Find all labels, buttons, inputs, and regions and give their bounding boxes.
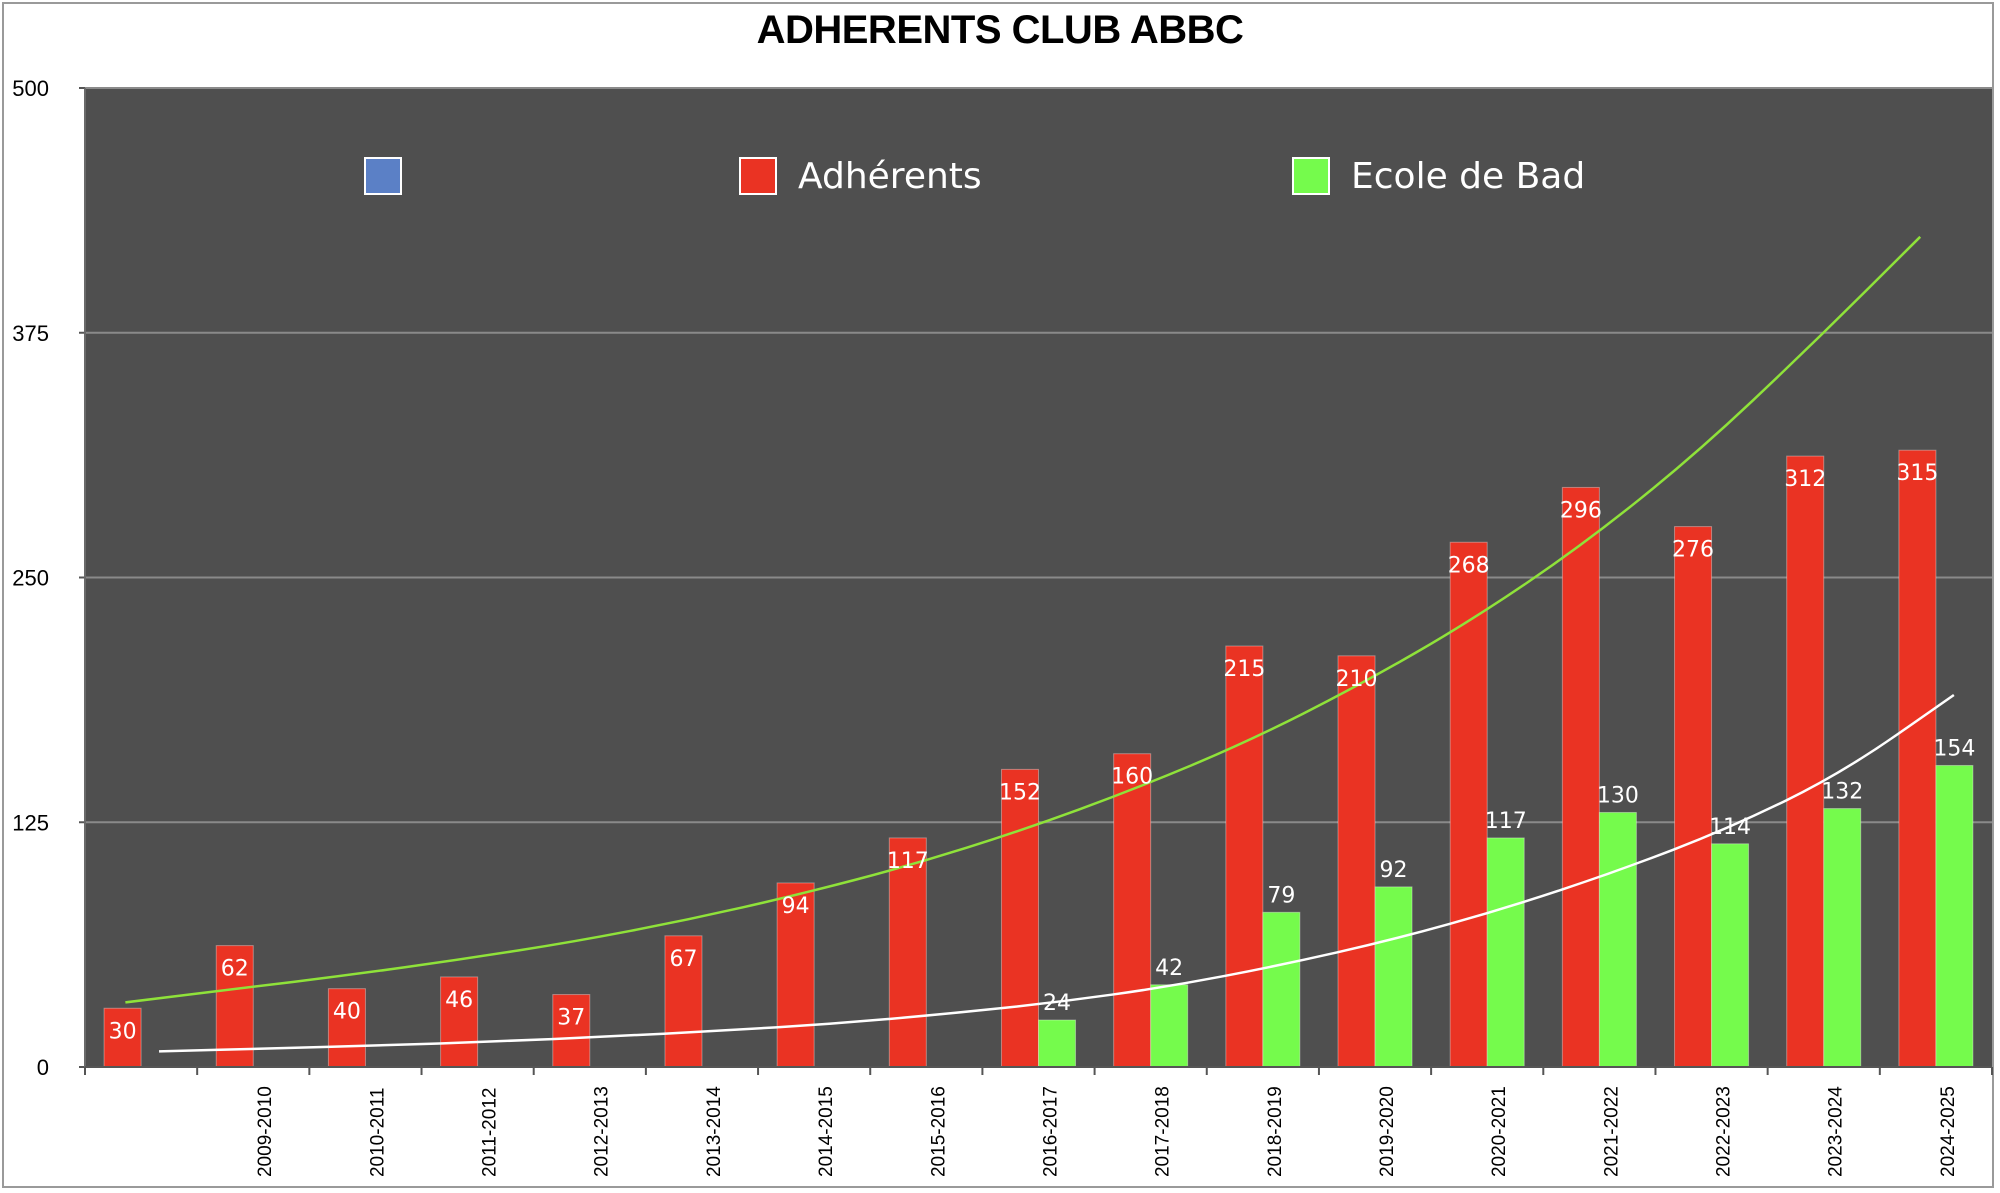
bar-adherents xyxy=(440,976,479,1068)
legend-swatch xyxy=(739,157,777,195)
bar-ecole-de-bad xyxy=(1262,911,1301,1068)
x-tick-label: 2016-2017 xyxy=(1040,1086,1061,1177)
y-tick-label: 250 xyxy=(12,566,49,591)
data-label-adherents: 312 xyxy=(1784,467,1826,492)
bar-adherents xyxy=(1337,655,1376,1068)
bar-ecole-de-bad xyxy=(1486,837,1525,1068)
x-tick-label: 2011-2012 xyxy=(480,1088,501,1177)
bar-adherents xyxy=(552,994,591,1068)
data-label-adherents: 37 xyxy=(557,1006,585,1031)
data-label-ecole-de-bad: 24 xyxy=(1043,991,1071,1016)
x-tick-label: 2024-2025 xyxy=(1938,1086,1959,1177)
x-tick-label: 2013-2014 xyxy=(704,1086,725,1177)
data-label-ecole-de-bad: 130 xyxy=(1597,783,1639,808)
y-tick-label: 500 xyxy=(12,76,49,101)
y-tick-label: 125 xyxy=(12,810,49,835)
data-label-adherents: 160 xyxy=(1111,765,1153,790)
bar-ecole-de-bad xyxy=(1038,1019,1077,1068)
data-label-adherents: 117 xyxy=(887,849,929,874)
bar-adherents xyxy=(1898,449,1937,1068)
data-label-adherents: 30 xyxy=(109,1019,137,1044)
data-label-ecole-de-bad: 154 xyxy=(1933,736,1975,761)
data-label-adherents: 210 xyxy=(1336,667,1378,692)
data-label-adherents: 94 xyxy=(782,894,810,919)
data-label-adherents: 276 xyxy=(1672,538,1714,563)
bar-adherents xyxy=(776,882,815,1068)
bar-adherents xyxy=(327,988,366,1068)
data-label-adherents: 40 xyxy=(333,1000,361,1025)
data-label-adherents: 62 xyxy=(221,957,249,982)
legend-swatch xyxy=(1292,157,1330,195)
bar-adherents xyxy=(1000,768,1039,1068)
bar-adherents xyxy=(1786,455,1825,1068)
x-tick-label: 2010-2011 xyxy=(367,1088,388,1177)
x-tick-label: 2014-2015 xyxy=(816,1086,837,1177)
data-label-ecole-de-bad: 92 xyxy=(1380,858,1408,883)
legend-label: Ecole de Bad xyxy=(1351,156,1585,197)
data-label-adherents: 46 xyxy=(445,988,473,1013)
data-label-ecole-de-bad: 132 xyxy=(1821,780,1863,805)
bar-adherents xyxy=(664,935,703,1068)
data-label-adherents: 268 xyxy=(1448,553,1490,578)
chart-title: ADHERENTS CLUB ABBC xyxy=(756,8,1244,52)
x-tick-label: 2018-2019 xyxy=(1265,1086,1286,1177)
data-label-ecole-de-bad: 79 xyxy=(1267,883,1295,908)
bar-adherents xyxy=(1674,526,1713,1068)
trendline-ecole-de-bad xyxy=(159,693,1955,1053)
bar-adherents xyxy=(1225,645,1264,1068)
data-label-adherents: 296 xyxy=(1560,498,1602,523)
bar-adherents xyxy=(1113,753,1152,1068)
x-tick-label: 2023-2024 xyxy=(1826,1086,1847,1177)
bar-ecole-de-bad xyxy=(1374,886,1413,1068)
data-label-adherents: 67 xyxy=(669,947,697,972)
x-tick-label: 2017-2018 xyxy=(1153,1086,1174,1177)
bar-adherents xyxy=(888,837,927,1068)
bar-ecole-de-bad xyxy=(1150,984,1189,1068)
x-tick-label: 2012-2013 xyxy=(592,1086,613,1177)
bar-adherents xyxy=(1561,486,1600,1068)
bar-adherents xyxy=(103,1007,142,1068)
data-label-adherents: 215 xyxy=(1223,657,1265,682)
bar-ecole-de-bad xyxy=(1711,843,1750,1068)
y-tick-label: 375 xyxy=(12,321,49,346)
bar-ecole-de-bad xyxy=(1935,764,1974,1068)
data-label-adherents: 315 xyxy=(1896,461,1938,486)
legend-label: Adhérents xyxy=(798,156,982,197)
bar-ecole-de-bad xyxy=(1823,808,1862,1068)
legend-swatch xyxy=(364,157,402,195)
x-tick-label: 2020-2021 xyxy=(1489,1086,1510,1177)
x-tick-label: 2021-2022 xyxy=(1601,1086,1622,1177)
x-tick-label: 2019-2020 xyxy=(1377,1086,1398,1177)
data-label-ecole-de-bad: 117 xyxy=(1485,809,1527,834)
trendline-adherents xyxy=(125,235,1922,1004)
data-label-adherents: 152 xyxy=(999,780,1041,805)
x-tick-label: 2009-2010 xyxy=(255,1086,276,1177)
x-tick-label: 2015-2016 xyxy=(928,1086,949,1177)
data-label-ecole-de-bad: 42 xyxy=(1155,956,1183,981)
data-label-ecole-de-bad: 114 xyxy=(1709,815,1751,840)
y-tick-label: 0 xyxy=(37,1055,49,1080)
x-tick-label: 2022-2023 xyxy=(1714,1086,1735,1177)
bar-ecole-de-bad xyxy=(1598,811,1637,1068)
